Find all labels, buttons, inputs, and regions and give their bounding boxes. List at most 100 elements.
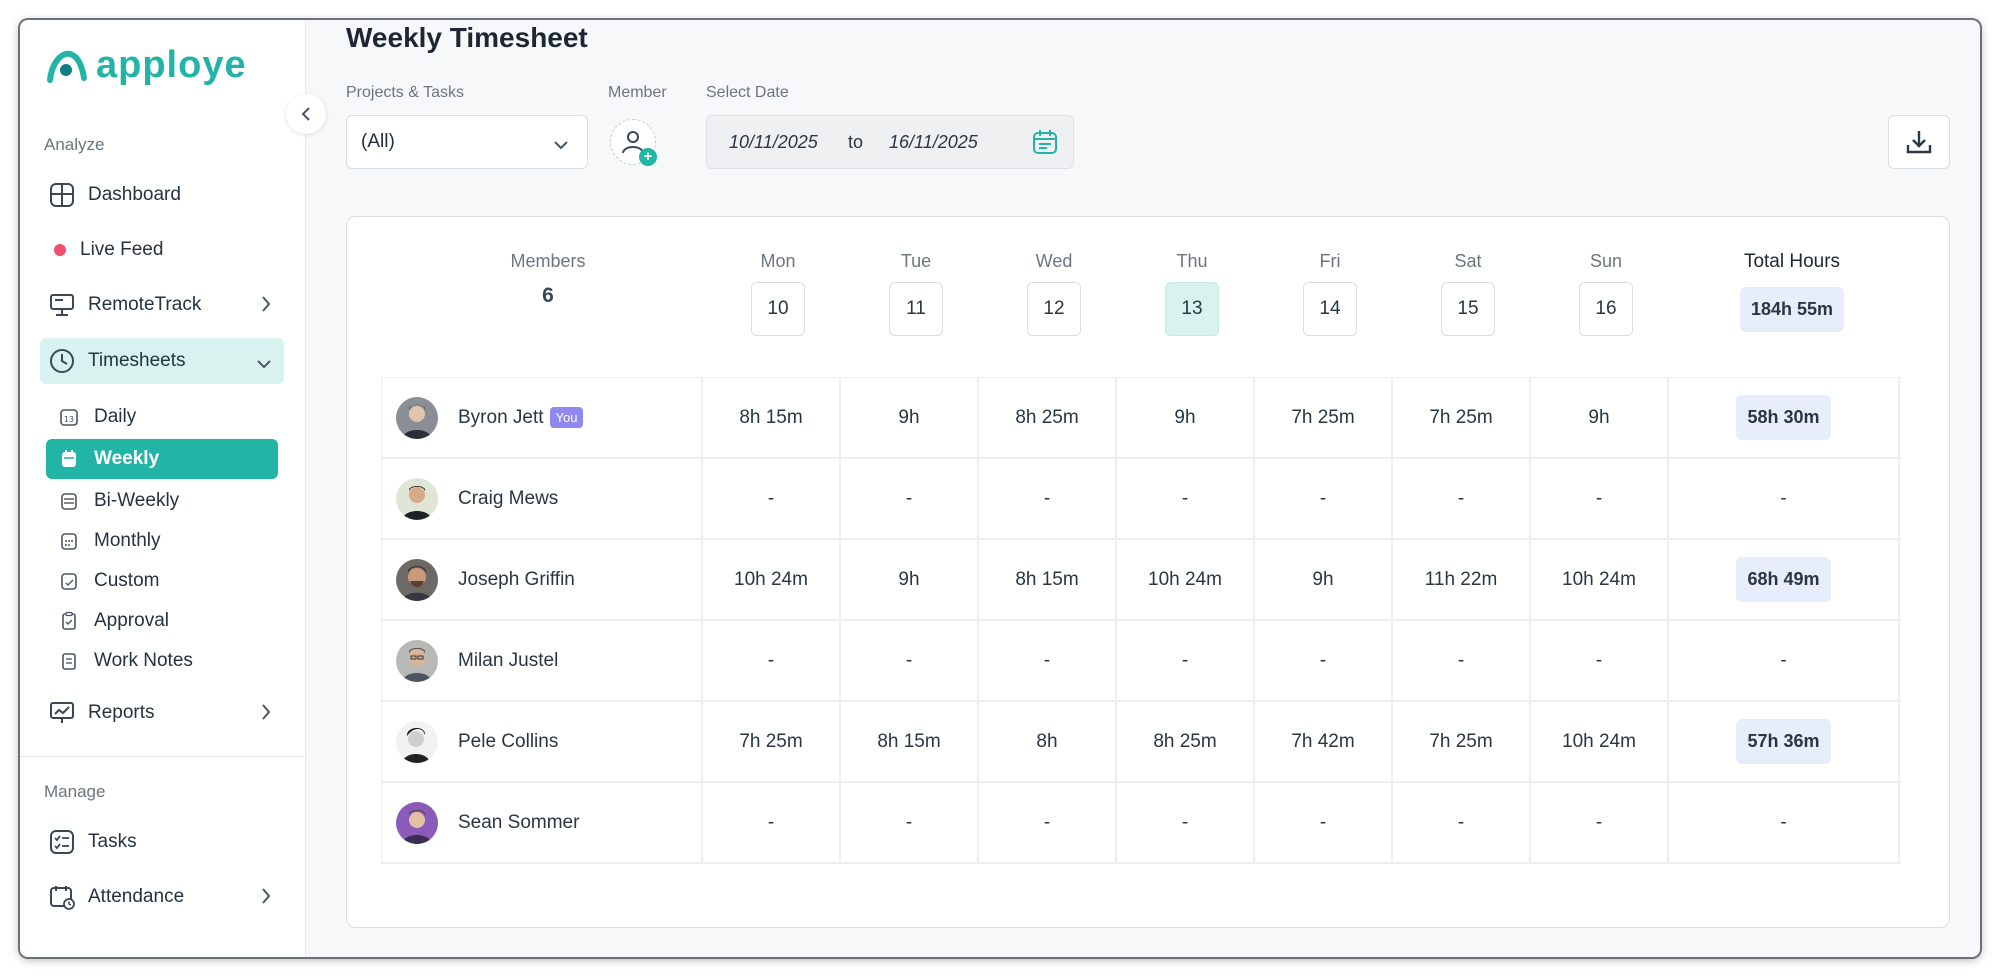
hours-cell[interactable]: - [1117,783,1255,862]
member-label: Member [608,84,667,101]
hours-cell[interactable]: - [1255,783,1393,862]
projects-select[interactable]: (All) [346,115,588,169]
member-picker-button[interactable]: + [610,119,657,166]
row-total: 57h 36m [1736,719,1831,764]
nav-remotetrack[interactable]: RemoteTrack [40,282,284,328]
hours-cell[interactable]: 7h 25m [703,702,841,781]
hours-cell[interactable]: - [841,621,979,700]
sub-approval[interactable]: Approval [46,601,278,641]
hours-cell[interactable]: 7h 25m [1393,702,1531,781]
chevron-right-icon [260,295,272,319]
app-window: apploye Analyze Dashboard Live Feed Remo… [20,20,1980,957]
hours-cell[interactable]: 9h [1255,540,1393,619]
member-cell[interactable]: Joseph Griffin [382,540,703,619]
hours-cell[interactable]: - [1255,459,1393,538]
member-cell[interactable]: Sean Sommer [382,783,703,862]
hours-cell[interactable]: 8h 15m [703,378,841,457]
nav-dashboard[interactable]: Dashboard [40,172,284,218]
hours-cell[interactable]: - [841,459,979,538]
section-analyze: Analyze [44,135,105,154]
clipboard-check-icon [58,610,80,632]
hours-cell[interactable]: - [979,459,1117,538]
sub-custom[interactable]: Custom [46,561,278,601]
hours-cell[interactable]: 9h [841,540,979,619]
hours-cell[interactable]: - [1117,621,1255,700]
sub-work-notes-label: Work Notes [94,650,193,671]
hours-cell[interactable]: - [1393,621,1531,700]
hours-cell[interactable]: - [1393,459,1531,538]
hours-cell[interactable]: - [1117,459,1255,538]
hours-cell[interactable]: 8h [979,702,1117,781]
sub-weekly[interactable]: Weekly [46,439,278,479]
hours-cell[interactable]: 10h 24m [1531,702,1669,781]
hours-cell[interactable]: - [703,783,841,862]
sub-daily[interactable]: 13 Daily [46,397,278,437]
day-name: Wed [1035,251,1073,271]
hours-cell[interactable]: 8h 25m [979,378,1117,457]
hours-cell[interactable]: - [1531,621,1669,700]
logo[interactable]: apploye [46,44,247,87]
day-header-sat: Sat 15 [1399,251,1537,336]
hours-cell[interactable]: - [703,621,841,700]
row-total-cell: 68h 49m [1669,540,1900,619]
hours-cell[interactable]: 8h 15m [979,540,1117,619]
sidebar-divider [20,756,306,757]
nav-timesheets[interactable]: Timesheets [40,338,284,384]
nav-attendance[interactable]: Attendance [40,874,284,920]
hours-cell[interactable]: - [1255,621,1393,700]
hours-cell[interactable]: 11h 22m [1393,540,1531,619]
hours-cell[interactable]: 7h 42m [1255,702,1393,781]
member-cell[interactable]: Pele Collins [382,702,703,781]
hours-cell[interactable]: 7h 25m [1255,378,1393,457]
hours-cell[interactable]: - [1531,459,1669,538]
hours-cell[interactable]: 10h 24m [1117,540,1255,619]
hours-cell[interactable]: 10h 24m [1531,540,1669,619]
day-date: 16 [1579,282,1633,336]
sub-bi-weekly[interactable]: Bi-Weekly [46,481,278,521]
avatar [396,558,438,601]
day-name: Thu [1176,251,1208,271]
date-label: Select Date [706,84,789,101]
hours-cell[interactable]: 9h [841,378,979,457]
tasks-icon [48,828,76,856]
hours-cell[interactable]: - [979,783,1117,862]
hours-cell[interactable]: - [1531,783,1669,862]
hours-cell[interactable]: - [841,783,979,862]
member-cell[interactable]: Craig Mews [382,459,703,538]
nav-remotetrack-label: RemoteTrack [88,294,202,315]
date-to-word: to [848,132,864,152]
day-header-fri: Fri 14 [1261,251,1399,336]
sub-monthly[interactable]: Monthly [46,521,278,561]
avatar [396,801,438,844]
avatar [396,396,438,439]
hours-cell[interactable]: 8h 25m [1117,702,1255,781]
calendar-month-icon [58,530,80,552]
nav-dashboard-label: Dashboard [88,184,181,205]
member-name: Milan Justel [458,649,559,671]
hours-cell[interactable]: - [703,459,841,538]
hours-cell[interactable]: 9h [1531,378,1669,457]
hours-cell[interactable]: 7h 25m [1393,378,1531,457]
member-cell[interactable]: Milan Justel [382,621,703,700]
monitor-icon [48,291,76,319]
download-button[interactable] [1888,115,1950,169]
sidebar: apploye Analyze Dashboard Live Feed Remo… [20,20,306,957]
nav-live-feed[interactable]: Live Feed [40,227,284,273]
hours-cell[interactable]: 8h 15m [841,702,979,781]
table-row: Craig Mews - - - - - - - - [382,459,1901,540]
hours-cell[interactable]: 9h [1117,378,1255,457]
date-range-picker[interactable]: 10/11/2025 to 16/11/2025 [706,115,1074,169]
collapse-sidebar-button[interactable] [286,94,326,134]
nav-tasks[interactable]: Tasks [40,819,284,865]
nav-reports[interactable]: Reports [40,690,284,736]
hours-cell[interactable]: 10h 24m [703,540,841,619]
day-name: Sun [1589,251,1623,271]
member-cell[interactable]: Byron Jett You [382,378,703,457]
day-header-thu: Thu 13 [1123,251,1261,336]
date-from: 10/11/2025 [729,132,818,152]
calendar-icon[interactable] [1031,128,1059,161]
sub-work-notes[interactable]: Work Notes [46,641,278,681]
sub-custom-label: Custom [94,570,160,591]
hours-cell[interactable]: - [1393,783,1531,862]
hours-cell[interactable]: - [979,621,1117,700]
